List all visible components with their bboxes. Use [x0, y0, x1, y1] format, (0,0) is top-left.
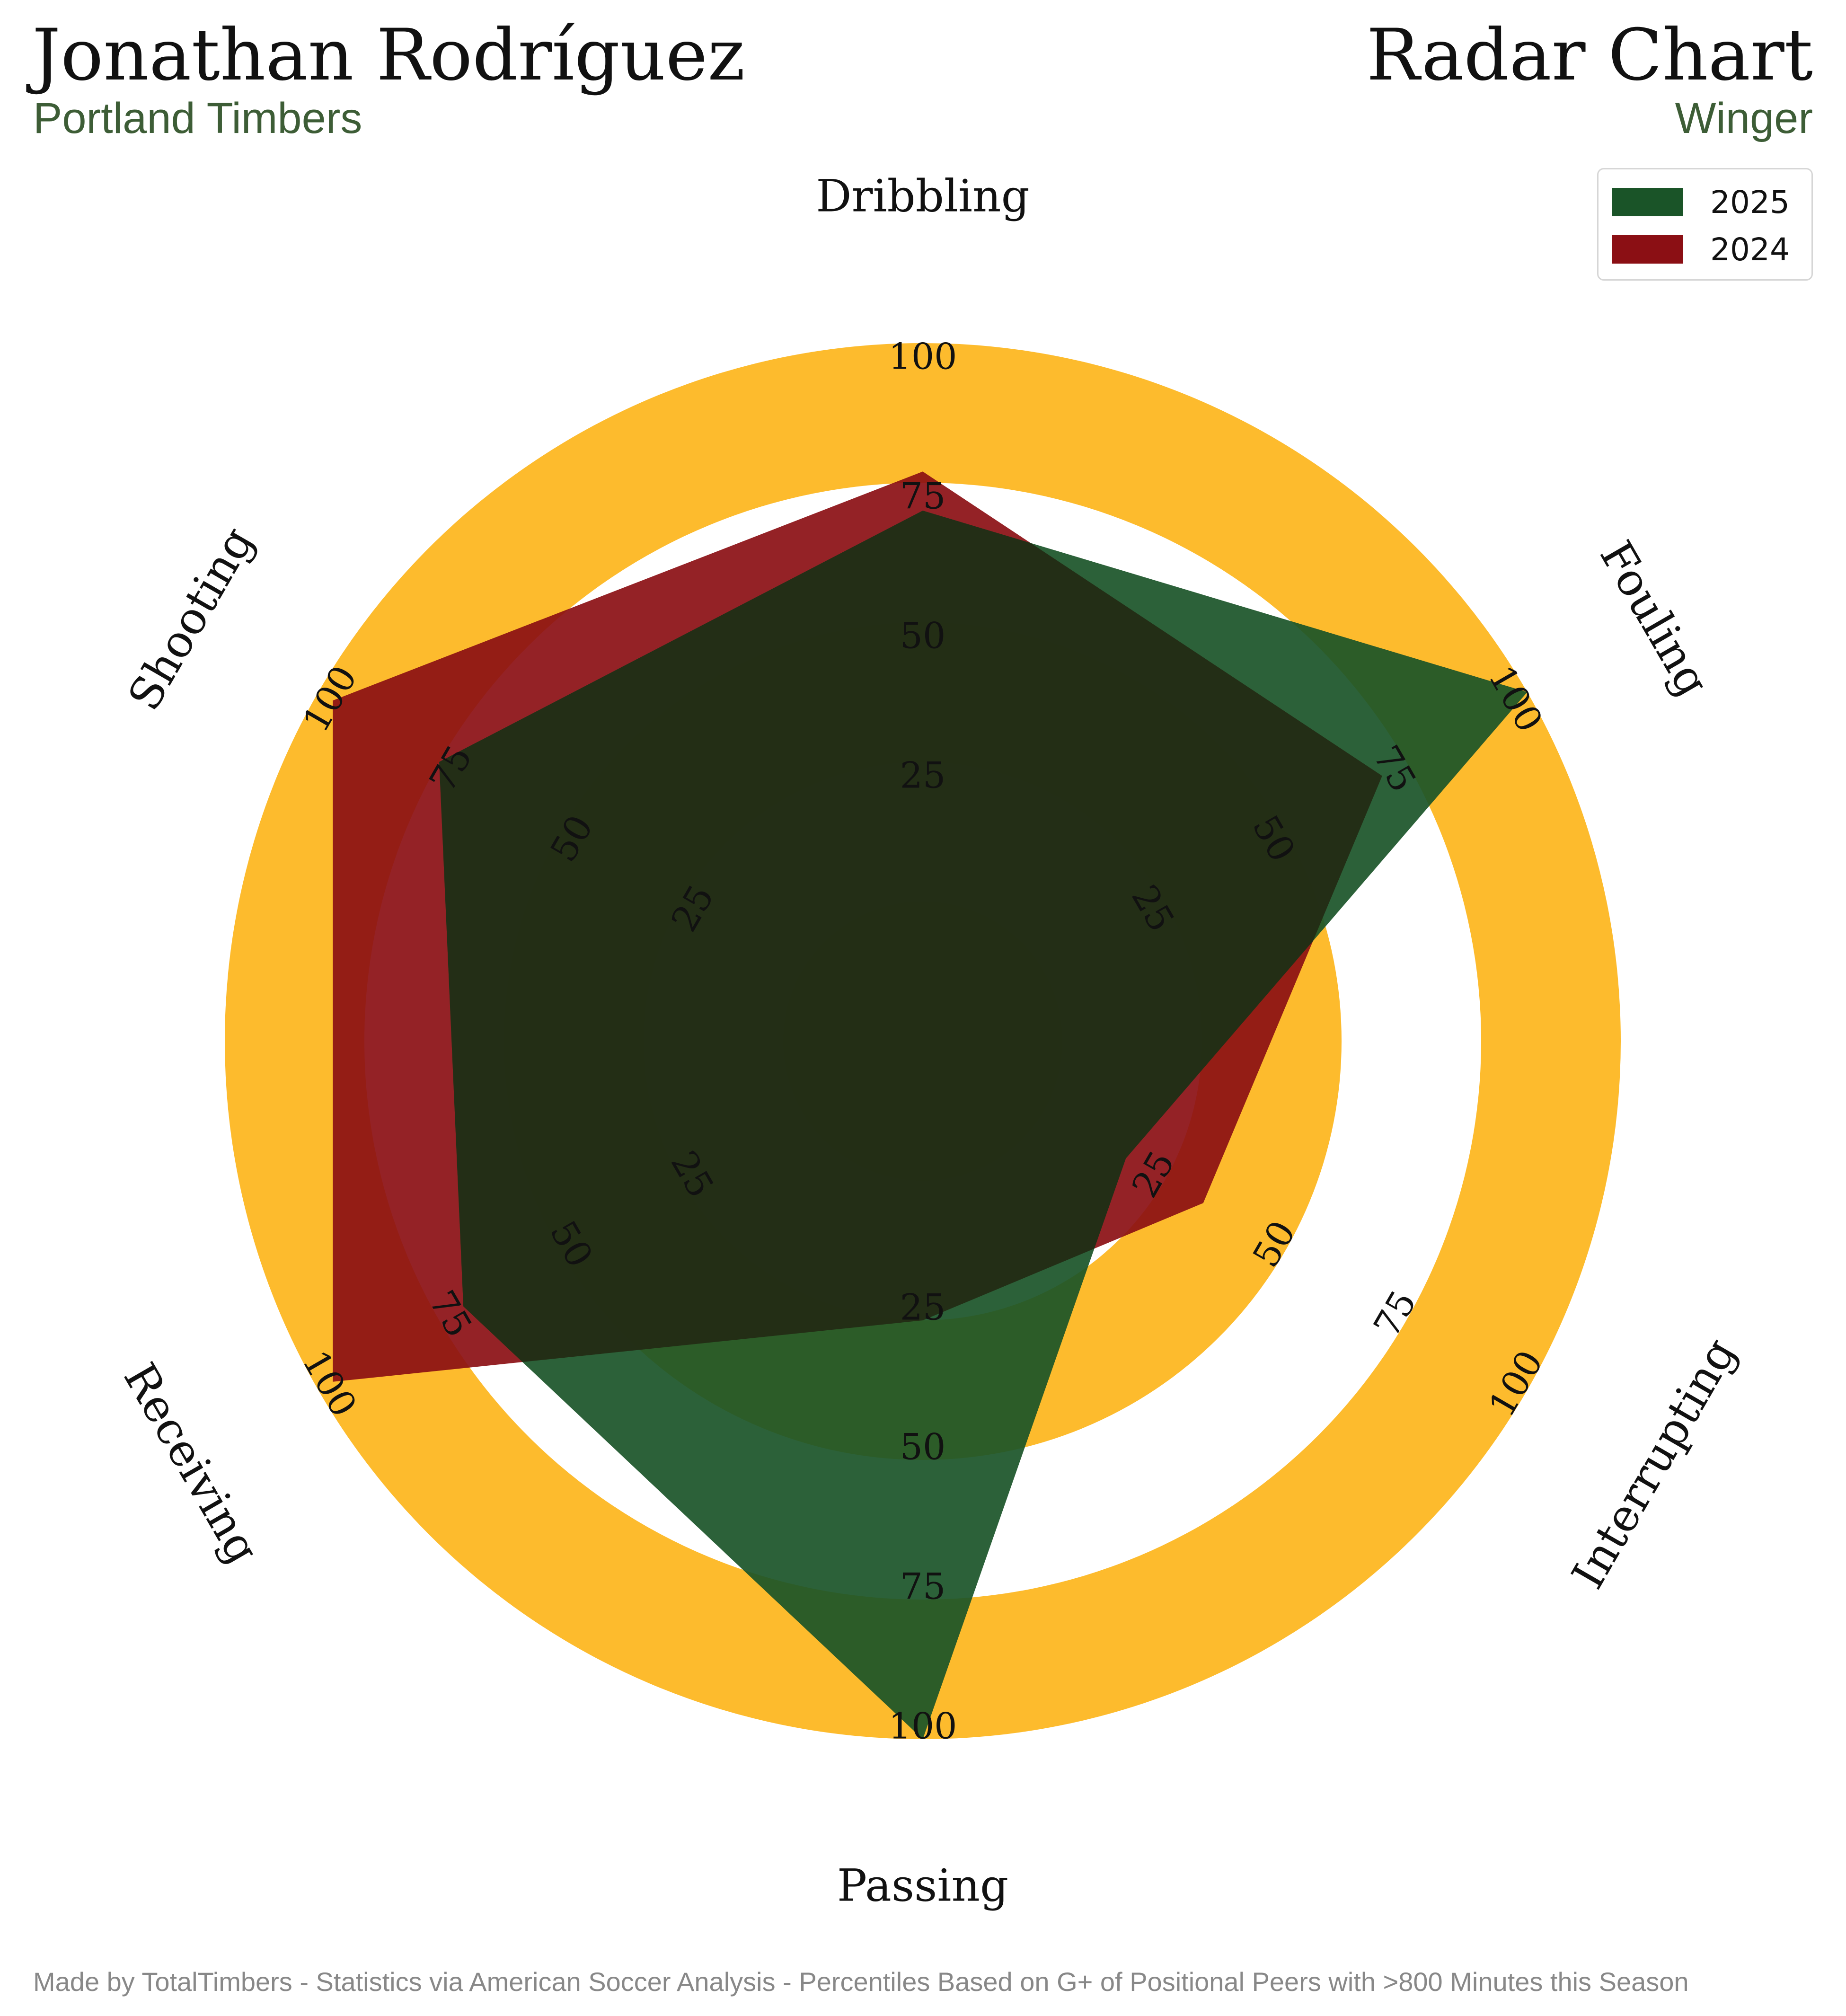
- legend-item-2025: 2025: [1612, 184, 1790, 221]
- radar-series: [333, 471, 1528, 1739]
- tick-label-passing-50: 50: [900, 1426, 946, 1468]
- axis-label-shooting: Shooting: [118, 518, 264, 719]
- tick-label-dribbling-25: 25: [900, 754, 946, 796]
- series-overlap-area: [439, 511, 1382, 1382]
- club-name: Portland Timbers: [33, 94, 362, 142]
- legend-item-2024: 2024: [1612, 231, 1790, 268]
- axis-label-receiving: Receiving: [114, 1354, 269, 1572]
- player-name: Jonathan Rodríguez: [32, 14, 745, 97]
- position-label: Winger: [1675, 94, 1813, 142]
- axis-label-fouling: Fouling: [1590, 532, 1719, 705]
- tick-label-passing-75: 75: [900, 1565, 946, 1608]
- tick-label-passing-25: 25: [900, 1286, 946, 1328]
- chart-legend: 2025 2024: [1597, 168, 1813, 281]
- legend-label-2024: 2024: [1710, 231, 1790, 268]
- legend-label-2025: 2025: [1710, 184, 1790, 221]
- legend-swatch-2024: [1612, 235, 1683, 264]
- tick-label-dribbling-50: 50: [900, 615, 946, 657]
- footer-credit: Made by TotalTimbers - Statistics via Am…: [33, 1967, 1689, 1997]
- axis-label-dribbling: Dribbling: [816, 171, 1030, 222]
- axis-label-passing: Passing: [837, 1860, 1008, 1912]
- tick-label-dribbling-100: 100: [888, 336, 957, 378]
- tick-label-passing-100: 100: [888, 1705, 957, 1747]
- axis-label-interrupting: Interrupting: [1562, 1330, 1747, 1598]
- legend-swatch-2025: [1612, 188, 1683, 216]
- tick-label-dribbling-75: 75: [900, 475, 946, 517]
- chart-title: Radar Chart: [1366, 14, 1813, 97]
